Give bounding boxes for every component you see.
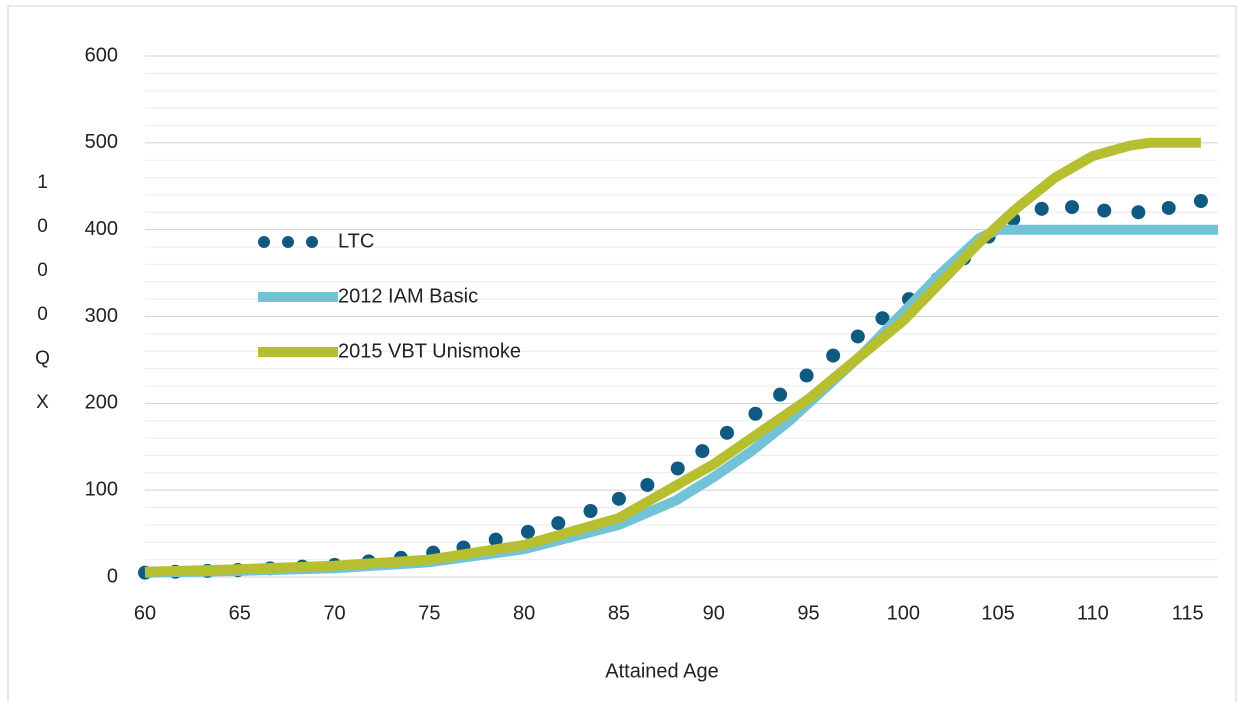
legend-label: LTC: [338, 230, 374, 252]
chart-border: [7, 5, 1237, 702]
series-line: [144, 137, 1201, 577]
data-point: [1193, 194, 1208, 209]
x-tick-label: 105: [981, 602, 1014, 624]
legend-marker: [306, 236, 318, 248]
y-tick-label: 500: [85, 131, 118, 153]
series-line: [144, 224, 1218, 578]
data-point: [520, 524, 535, 539]
x-tick-label: 80: [513, 602, 535, 624]
y-tick-label: 600: [85, 44, 118, 66]
data-point: [695, 444, 710, 459]
legend-marker: [282, 236, 294, 248]
y-tick-label: 300: [85, 305, 118, 327]
data-point: [719, 425, 734, 440]
data-point: [850, 329, 865, 344]
x-tick-label: 75: [418, 602, 440, 624]
data-point: [640, 477, 655, 492]
data-point: [583, 504, 598, 519]
data-point: [799, 368, 814, 383]
y-axis-label: 1000QX: [32, 172, 53, 436]
x-tick-label: 95: [797, 602, 819, 624]
y-tick-label: 0: [107, 565, 118, 587]
data-point: [875, 311, 890, 326]
data-point: [1131, 205, 1146, 220]
data-point: [551, 516, 566, 531]
y-tick-label: 100: [85, 478, 118, 500]
data-point: [488, 532, 503, 547]
data-point: [1161, 200, 1176, 215]
legend-label: 2012 IAM Basic: [338, 285, 478, 307]
x-tick-label: 65: [229, 602, 251, 624]
x-tick-label: 85: [608, 602, 630, 624]
x-tick-label: 100: [887, 602, 920, 624]
x-tick-label: 110: [1077, 602, 1109, 624]
data-point: [748, 406, 763, 421]
data-point: [1034, 201, 1049, 216]
data-point: [670, 461, 685, 476]
x-tick-label: 70: [323, 602, 345, 624]
x-tick-label: 60: [134, 602, 156, 624]
data-point: [1097, 203, 1112, 218]
data-point: [1065, 200, 1080, 215]
data-point: [611, 491, 626, 506]
x-axis-label: Attained Age: [605, 660, 718, 682]
data-point: [826, 348, 841, 363]
y-tick-label: 200: [85, 392, 118, 414]
legend-marker: [258, 236, 270, 248]
x-tick-label: 90: [703, 602, 725, 624]
legend-label: 2015 VBT Unismoke: [338, 340, 521, 362]
y-tick-label: 400: [85, 218, 118, 240]
data-point: [773, 387, 788, 402]
x-tick-label: 115: [1172, 602, 1204, 624]
